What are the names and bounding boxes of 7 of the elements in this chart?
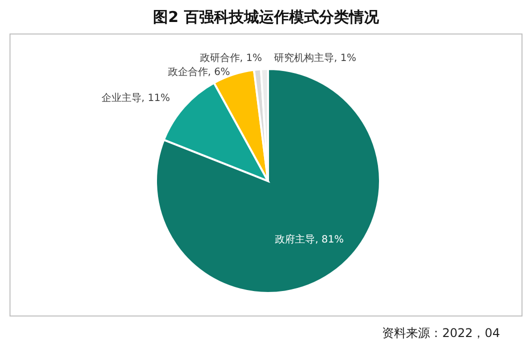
slice-label: 研究机构主导, 1% <box>274 52 356 64</box>
slice-label: 政府主导, 81% <box>275 233 344 246</box>
slice-label: 政企合作, 6% <box>168 66 230 78</box>
slice-label: 政研合作, 1% <box>200 52 262 64</box>
chart-title: 图2 百强科技城运作模式分类情况 <box>153 8 380 26</box>
text: 资料来源：2022，04 <box>382 326 500 340</box>
slice-label: 企业主导, 11% <box>101 92 170 104</box>
